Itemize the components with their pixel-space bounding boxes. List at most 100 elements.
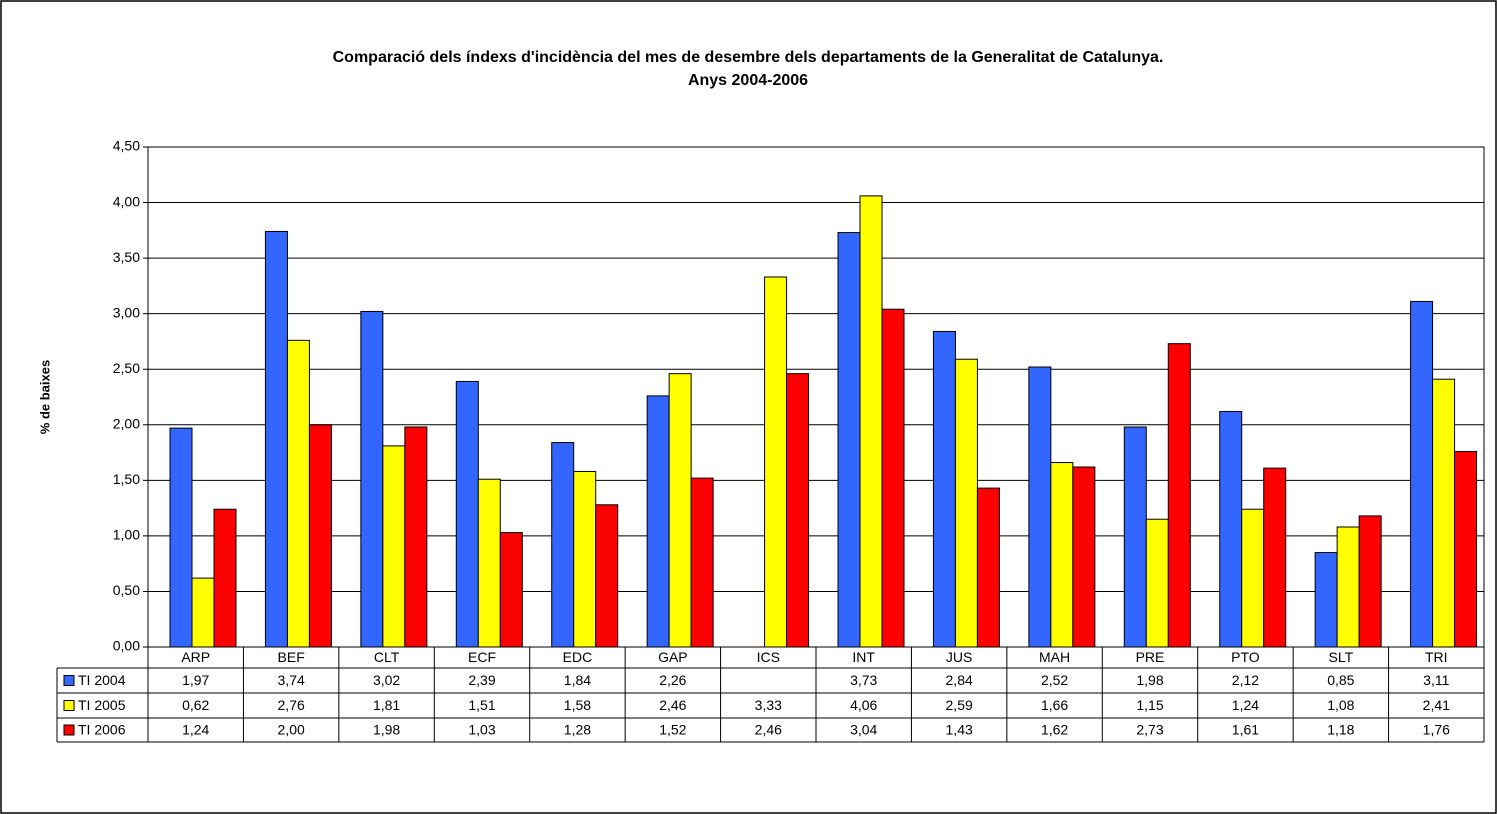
legend-label: TI 2004 — [78, 672, 126, 688]
legend-swatch — [63, 724, 75, 736]
table-cell: 1,08 — [1327, 697, 1354, 713]
category-label: ECF — [468, 649, 496, 665]
table-cell: 1,43 — [946, 722, 973, 738]
bar — [360, 310, 384, 648]
category-label: MAH — [1039, 649, 1070, 665]
bar — [1241, 508, 1265, 648]
bar — [668, 373, 692, 648]
bar — [455, 380, 479, 648]
table-cell: 3,74 — [278, 672, 305, 688]
bar — [477, 478, 501, 648]
bar — [499, 532, 523, 648]
table-cell: 1,66 — [1041, 697, 1068, 713]
y-tick-label: 1,00 — [113, 527, 140, 543]
bar — [169, 427, 193, 648]
table-cell: 1,98 — [373, 722, 400, 738]
table-cell: 1,81 — [373, 697, 400, 713]
table-cell: 0,85 — [1327, 672, 1354, 688]
bar — [1145, 518, 1169, 648]
table-cell: 1,15 — [1136, 697, 1163, 713]
bar — [573, 470, 597, 648]
table-cell: 2,46 — [755, 722, 782, 738]
category-label: JUS — [946, 649, 972, 665]
table-cell: 1,62 — [1041, 722, 1068, 738]
chart-subtitle: Anys 2004-2006 — [688, 72, 808, 89]
category-label: SLT — [1329, 649, 1354, 665]
y-tick-label: 0,00 — [113, 638, 140, 654]
table-cell: 4,06 — [850, 697, 877, 713]
bar — [859, 195, 883, 648]
bar — [308, 424, 332, 648]
legend-swatch — [63, 675, 75, 686]
table-cell: 1,58 — [564, 697, 591, 713]
table-cell: 2,00 — [278, 722, 305, 738]
table-cell: 2,26 — [659, 672, 686, 688]
category-label: BEF — [278, 649, 305, 665]
table-cell: 2,59 — [946, 697, 973, 713]
bar — [1358, 515, 1382, 648]
bar — [213, 508, 237, 648]
bar — [1263, 467, 1287, 648]
category-label: INT — [852, 649, 875, 665]
legend-label: TI 2006 — [78, 722, 126, 738]
table-cell: 2,84 — [946, 672, 973, 688]
table-cell: 0,62 — [182, 697, 209, 713]
table-cell: 2,39 — [468, 672, 495, 688]
y-tick-label: 4,50 — [113, 138, 140, 154]
table-cell: 1,84 — [564, 672, 591, 688]
bar — [286, 339, 310, 648]
table-cell: 1,51 — [468, 697, 495, 713]
category-label: PTO — [1231, 649, 1260, 665]
table-cell: 1,03 — [468, 722, 495, 738]
bar — [1167, 343, 1191, 648]
bar — [786, 373, 810, 648]
table-cell: 1,24 — [182, 722, 209, 738]
y-tick-label: 3,50 — [113, 249, 140, 265]
category-label: TRI — [1425, 649, 1448, 665]
y-tick-label: 0,50 — [113, 582, 140, 598]
table-cell: 1,76 — [1423, 722, 1450, 738]
table-cell: 1,28 — [564, 722, 591, 738]
table-cell: 1,18 — [1327, 722, 1354, 738]
bar — [646, 395, 670, 648]
bar — [595, 504, 619, 648]
bar — [1123, 426, 1147, 648]
table-cell: 2,76 — [278, 697, 305, 713]
bar — [404, 426, 428, 648]
bar — [1219, 410, 1243, 648]
bar — [1028, 366, 1052, 648]
table-cell: 1,52 — [659, 722, 686, 738]
table-cell: 2,52 — [1041, 672, 1068, 688]
bar — [837, 232, 861, 648]
table-cell: 3,73 — [850, 672, 877, 688]
bar — [264, 230, 288, 648]
bar — [1454, 450, 1478, 648]
table-cell: 2,46 — [659, 697, 686, 713]
y-tick-label: 2,50 — [113, 360, 140, 376]
bar — [1410, 300, 1434, 648]
category-label: ICS — [757, 649, 780, 665]
table-cell: 1,98 — [1136, 672, 1163, 688]
table-cell: 3,11 — [1423, 672, 1449, 688]
bar — [551, 442, 575, 648]
table-cell: 1,97 — [182, 672, 209, 688]
table-cell: 2,41 — [1423, 697, 1450, 713]
bar — [881, 308, 905, 648]
table-cell: 2,73 — [1136, 722, 1163, 738]
bar — [1072, 466, 1096, 648]
bar — [764, 276, 788, 648]
bar — [1432, 378, 1456, 648]
bar — [954, 358, 978, 648]
bar — [1336, 526, 1360, 648]
table-cell: 3,33 — [755, 697, 782, 713]
chart-title: Comparació dels índexs d'incidència del … — [333, 49, 1164, 66]
category-label: CLT — [374, 649, 400, 665]
category-label: EDC — [563, 649, 593, 665]
category-label: ARP — [181, 649, 210, 665]
bar — [976, 487, 1000, 648]
y-tick-label: 3,00 — [113, 304, 140, 320]
bar — [382, 445, 406, 648]
bar — [932, 330, 956, 648]
y-axis-label: % de baixes — [37, 360, 52, 434]
